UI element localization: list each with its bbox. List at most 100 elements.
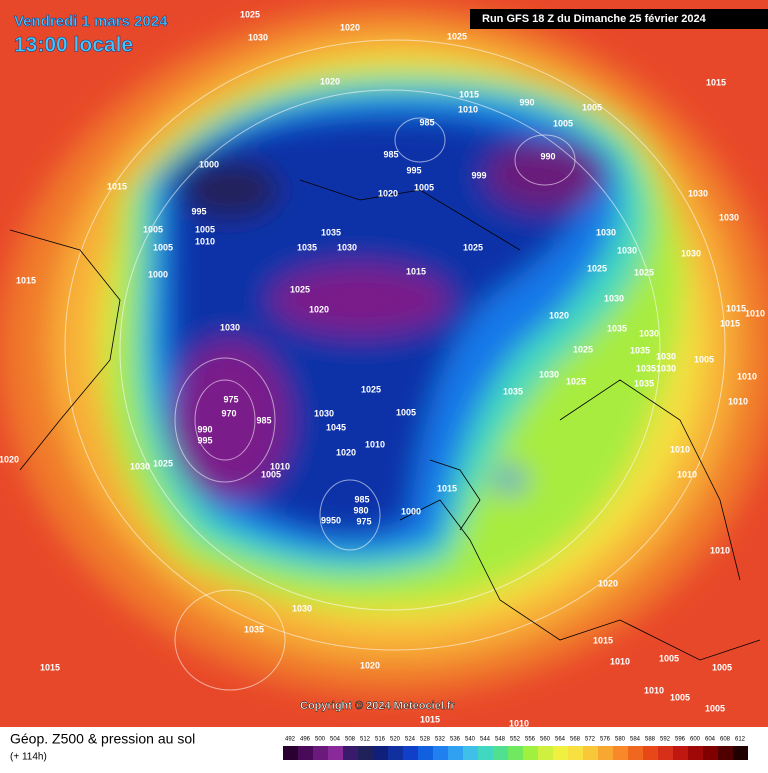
isobar-label: 1015 [726,303,746,313]
colorbar-tick-label: 556 [525,737,536,743]
isobar-label: 1025 [587,263,607,273]
colorbar-tick-label: 504 [330,737,341,743]
isobar-label: 1010 [728,396,748,406]
isobar-label: 1035 [630,345,650,355]
isobar-label: 1030 [656,351,676,361]
colorbar-swatch [538,746,553,760]
colorbar-tick-label: 500 [315,737,326,743]
isobar-label: 1005 [396,407,416,417]
colorbar-swatch [298,746,313,760]
colorbar-tick-label: 604 [705,737,716,743]
colorbar-swatch [508,746,523,760]
colorbar-swatch [628,746,643,760]
colorbar: 492 496 500 504 508 512 516 520 524 528 532 536 540 5… [283,737,748,760]
colorbar-swatch [328,746,343,760]
colorbar-swatch [388,746,403,760]
colorbar-tick-label: 564 [555,737,566,743]
coastlines [9,179,761,661]
colorbar-swatch [658,746,673,760]
isobar-label: 1015 [720,318,740,328]
colorbar-swatch [703,746,718,760]
isobar-label: 1015 [593,635,613,645]
isobar-label: 1010 [677,469,697,479]
isobar-label: 1025 [634,267,654,277]
colorbar-tick-label: 608 [720,737,731,743]
isobar-label: 1000 [401,506,421,516]
colorbar-swatch [343,746,358,760]
isobar-label: 1030 [596,227,616,237]
colorbar-swatch [478,746,493,760]
colorbar-tick-label: 580 [615,737,626,743]
colorbar-swatch [433,746,448,760]
isobar-label: 1020 [340,22,360,32]
isobar-label: 1025 [240,9,260,19]
isobar-label: 1030 [688,188,708,198]
colorbar-swatch [448,746,463,760]
isobar-label: 1030 [292,603,312,613]
isobar-label: 9950 [321,515,341,525]
colorbar-swatch [688,746,703,760]
isobar-label: 1020 [309,304,329,314]
isobar-label: 1025 [153,458,173,468]
isobar-label: 1005 [582,102,602,112]
isobar-label: 1015 [459,89,479,99]
isobar-label: 985 [383,149,398,159]
isobar-label: 1030 [314,408,334,418]
colorbar-tick-label: 528 [420,737,431,743]
colorbar-tick-label: 572 [585,737,596,743]
isobar-label: 1035 [634,378,654,388]
isobar-label: 1030 [337,242,357,252]
isobar-label: 1010 [509,718,529,728]
isobar-label: 1020 [336,447,356,457]
isobar-label: 1005 [414,182,434,192]
colorbar-swatch [673,746,688,760]
copyright: Copyright © 2024 Meteociel.fr [300,700,456,712]
isobar-label: 1010 [710,545,730,555]
isobar-label: 995 [197,435,212,445]
isobar-label: 1025 [566,376,586,386]
colorbar-tick-label: 612 [735,737,746,743]
isobar-label: 1005 [153,242,173,252]
isobar-label: 1035 [503,386,523,396]
run-label: Run GFS 18 Z du Dimanche 25 février 2024 [482,13,707,25]
colorbar-swatch [403,746,418,760]
isobar-label: 1010 [670,444,690,454]
isobar-label: 1020 [378,188,398,198]
isobar-label: 1045 [326,422,346,432]
isobar-label: 1005 [143,224,163,234]
isobar-label: 1010 [365,439,385,449]
isobar-label: 985 [256,415,271,425]
colorbar-swatch [313,746,328,760]
isobar-label: 1010 [737,371,757,381]
isobar-label: 1005 [261,469,281,479]
colorbar-swatch [643,746,658,760]
isobar-label: 1030 [539,369,559,379]
colorbar-swatch [718,746,733,760]
forecast-date: Vendredi 1 mars 2024 [14,13,168,30]
isobar-label: 1025 [573,344,593,354]
colorbar-swatch [733,746,748,760]
run-box [470,9,768,29]
isobar-label: 990 [519,97,534,107]
isobar-label: 995 [191,206,206,216]
isobar-label: 1020 [598,578,618,588]
isobar-label: 1030 [617,245,637,255]
isobar-label: 1030 [656,363,676,373]
colorbar-swatch [598,746,613,760]
isobar-label: 1030 [248,32,268,42]
colorbar-tick-label: 524 [405,737,416,743]
isobar-label: 990 [540,151,555,161]
colorbar-tick-label: 492 [285,737,296,743]
isobar-label: 1035 [321,227,341,237]
colorbar-tick-label: 560 [540,737,551,743]
isobar-label: 1015 [420,714,440,724]
colorbar-tick-label: 584 [630,737,641,743]
colorbar-tick-label: 576 [600,737,611,743]
isobar-label: 1035 [244,624,264,634]
isobar-label: 1020 [360,660,380,670]
isobar-label: 985 [419,117,434,127]
forecast-time: 13:00 locale [14,34,133,57]
colorbar-tick-label: 548 [495,737,506,743]
isobar-label: 1005 [553,118,573,128]
